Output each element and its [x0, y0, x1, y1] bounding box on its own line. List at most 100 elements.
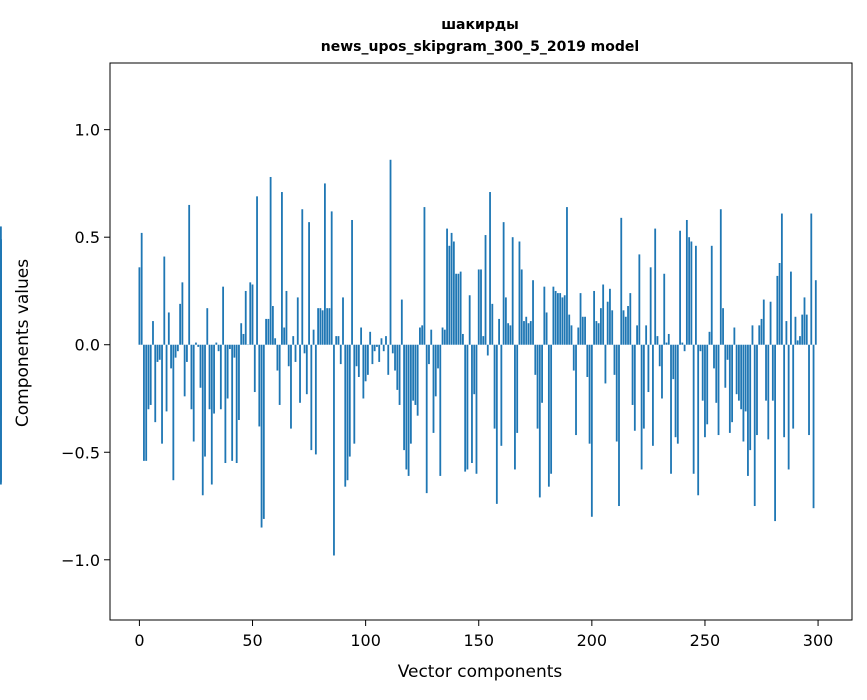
bar-component-53 [258, 345, 260, 427]
y-tick-label: 0.0 [75, 336, 100, 355]
bar-component-185 [557, 293, 559, 345]
bar-component-131 [435, 345, 437, 397]
bar-component-190 [568, 315, 570, 345]
bar-component-102 [369, 332, 371, 345]
bar-component-251 [706, 345, 708, 425]
bar-component-197 [584, 317, 586, 345]
bar-component-284 [781, 214, 783, 345]
bar-component-139 [453, 242, 455, 345]
bar-component-32 [211, 345, 213, 485]
bar-component-159 [498, 319, 500, 345]
bar-component-22 [188, 205, 190, 345]
bar-component-142 [460, 272, 462, 345]
bar-component-47 [245, 291, 247, 345]
bar-component-255 [715, 345, 717, 403]
bar-component-57 [267, 319, 269, 345]
bar-component-275 [761, 319, 763, 345]
bar-component-42 [234, 345, 236, 358]
bar-component-63 [281, 192, 283, 345]
bar-component-278 [767, 345, 769, 440]
bar-component-169 [521, 269, 523, 344]
bar-component-297 [810, 214, 812, 345]
bar-component-70 [297, 297, 299, 344]
bar-component-210 [614, 345, 616, 375]
bar-component-285 [783, 345, 785, 437]
bar-component-43 [236, 345, 238, 463]
bar-component-180 [546, 312, 548, 344]
bar-component-215 [625, 317, 627, 345]
bar-component-113 [394, 345, 396, 371]
bar-component-224 [645, 325, 647, 344]
bar-component-287 [788, 345, 790, 470]
bar-component-98 [360, 328, 362, 345]
bar-component-183 [552, 287, 554, 345]
bar-component-298 [813, 345, 815, 508]
bar-component-175 [534, 345, 536, 375]
bar-component-158 [496, 345, 498, 504]
bar-component-144 [464, 345, 466, 472]
bar-component-264 [736, 345, 738, 394]
bar-component-38 [224, 345, 226, 463]
bar-component-84 [329, 308, 331, 345]
bar-component-106 [378, 345, 380, 362]
bar-component-246 [695, 246, 697, 345]
bar-component-268 [745, 345, 747, 412]
bar-component-236 [672, 345, 674, 379]
bar-component-217 [629, 293, 631, 345]
bar-component-9 [159, 345, 161, 360]
bar-component-60 [274, 338, 276, 344]
x-axis-label: Vector components [398, 662, 563, 682]
bar-component-78 [315, 345, 317, 455]
bar-component-245 [693, 345, 695, 474]
bar-component-64 [283, 328, 285, 345]
bar-component-122 [414, 345, 416, 405]
bar-component-253 [711, 246, 713, 345]
bar-component-11 [163, 257, 165, 345]
bar-component-8 [157, 345, 159, 362]
bar-component-2 [143, 345, 145, 461]
bar-component-120 [410, 345, 412, 444]
bar-component-286 [785, 321, 787, 345]
bar-component-219 [634, 345, 636, 431]
bar-component-undefined [0, 338, 2, 344]
bar-component-130 [433, 345, 435, 433]
bar-component-137 [448, 246, 450, 345]
bar-component-136 [446, 229, 448, 345]
bar-component-237 [675, 345, 677, 437]
bar-component-35 [218, 345, 220, 351]
bar-component-157 [494, 345, 496, 429]
bar-component-220 [636, 325, 638, 344]
bar-component-188 [564, 295, 566, 344]
bar-component-100 [365, 345, 367, 382]
bar-component-280 [772, 345, 774, 401]
bar-component-126 [424, 207, 426, 345]
bar-component-85 [331, 211, 333, 344]
bar-component-184 [555, 291, 557, 345]
bar-component-193 [575, 345, 577, 435]
bar-component-181 [548, 345, 550, 487]
bar-component-97 [358, 345, 360, 377]
bar-component-7 [154, 345, 156, 422]
bar-component-164 [510, 325, 512, 344]
bar-component-271 [752, 325, 754, 344]
bar-component-110 [387, 345, 389, 375]
bar-component-109 [385, 336, 387, 345]
bar-component-153 [485, 235, 487, 345]
bar-component-234 [668, 334, 670, 345]
bar-component-undefined [0, 226, 2, 344]
bar-component-192 [573, 345, 575, 371]
bar-component-15 [172, 345, 174, 480]
bar-component-93 [349, 345, 351, 457]
bar-component-227 [652, 345, 654, 446]
bar-component-201 [593, 291, 595, 345]
bar-component-0 [139, 267, 141, 344]
bar-component-21 [186, 345, 188, 362]
bar-component-267 [743, 345, 745, 442]
bar-component-204 [600, 308, 602, 345]
bar-component-256 [718, 345, 720, 435]
bar-component-243 [688, 237, 690, 345]
bar-component-281 [774, 345, 776, 521]
bar-component-80 [319, 308, 321, 345]
bar-component-202 [595, 321, 597, 345]
bar-component-207 [607, 302, 609, 345]
